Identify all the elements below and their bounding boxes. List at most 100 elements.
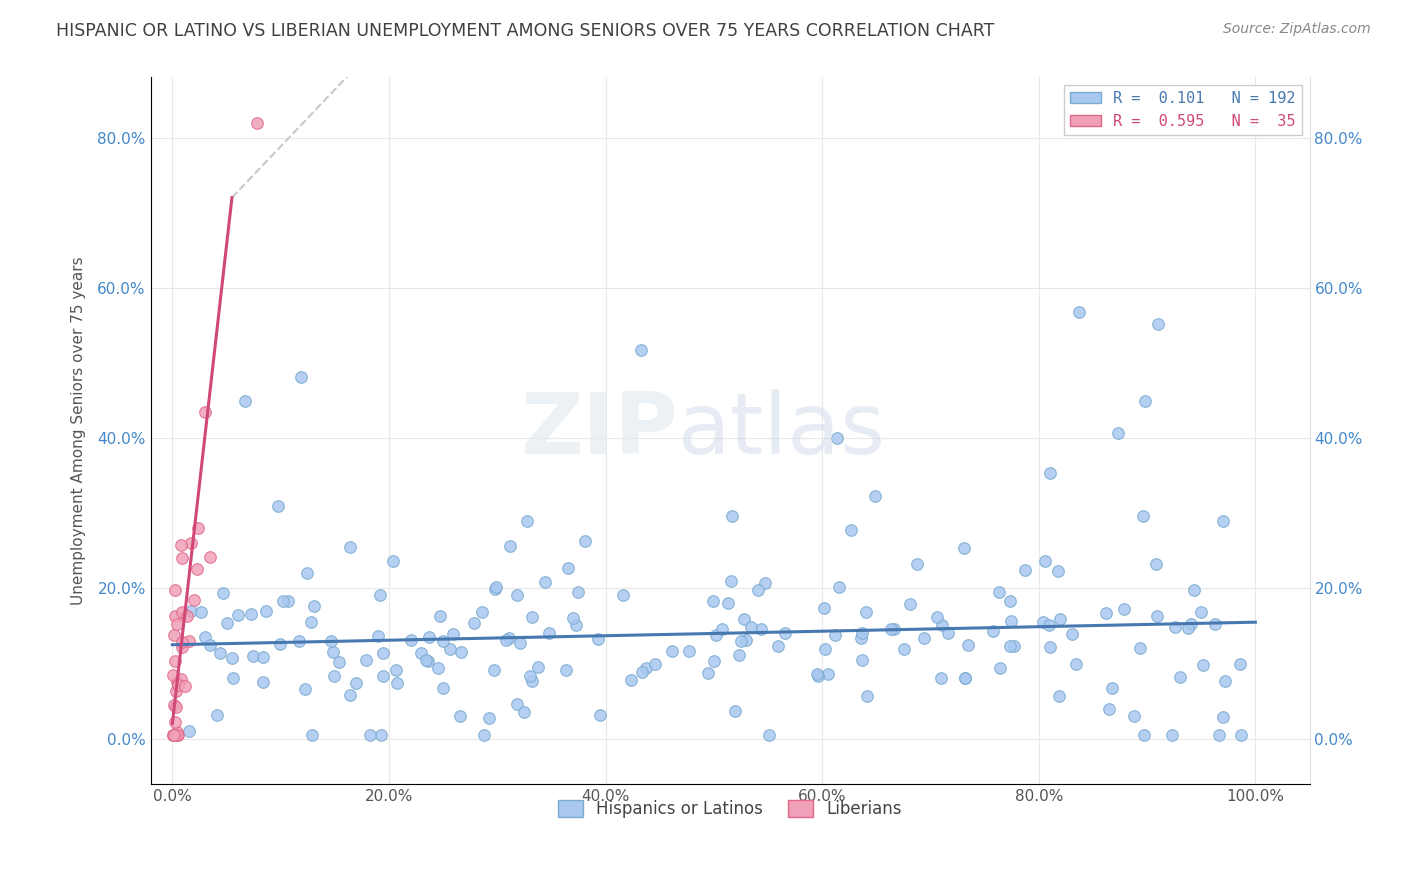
Point	[1144, 557, 1167, 571]
Point	[1039, 466, 1062, 480]
Point	[450, 645, 472, 659]
Point	[439, 642, 461, 657]
Point	[359, 728, 381, 742]
Point	[1038, 618, 1060, 632]
Point	[721, 508, 744, 523]
Point	[474, 728, 496, 742]
Point	[205, 708, 228, 723]
Point	[855, 605, 877, 619]
Point	[166, 725, 188, 739]
Point	[527, 659, 550, 673]
Point	[574, 533, 596, 548]
Point	[221, 651, 243, 665]
Point	[661, 643, 683, 657]
Point	[399, 633, 422, 648]
Point	[1212, 710, 1234, 724]
Point	[925, 610, 948, 624]
Point	[754, 576, 776, 591]
Point	[953, 671, 976, 685]
Point	[520, 610, 543, 624]
Point	[814, 641, 837, 656]
Point	[170, 550, 193, 565]
Point	[294, 682, 316, 697]
Point	[1112, 602, 1135, 616]
Point	[441, 627, 464, 641]
Point	[883, 622, 905, 636]
Point	[998, 639, 1021, 653]
Point	[344, 676, 367, 690]
Point	[1168, 670, 1191, 684]
Point	[1095, 607, 1118, 621]
Point	[988, 661, 1011, 675]
Point	[252, 650, 274, 665]
Point	[516, 514, 538, 528]
Point	[301, 728, 323, 742]
Point	[557, 561, 579, 575]
Point	[288, 633, 311, 648]
Point	[1208, 728, 1230, 742]
Point	[740, 620, 762, 634]
Point	[180, 604, 202, 618]
Point	[807, 668, 830, 682]
Point	[165, 715, 187, 730]
Point	[228, 608, 250, 623]
Point	[186, 562, 208, 576]
Point	[180, 536, 202, 550]
Point	[562, 611, 585, 625]
Point	[620, 673, 643, 687]
Point	[1047, 689, 1070, 703]
Point	[1160, 728, 1182, 742]
Point	[565, 618, 588, 632]
Point	[187, 521, 209, 535]
Point	[162, 728, 184, 742]
Point	[382, 554, 405, 568]
Point	[987, 585, 1010, 599]
Point	[509, 636, 531, 650]
Point	[339, 688, 361, 702]
Point	[1014, 563, 1036, 577]
Point	[1064, 657, 1087, 672]
Point	[277, 594, 299, 608]
Point	[851, 653, 873, 667]
Point	[1182, 583, 1205, 598]
Point	[825, 431, 848, 445]
Point	[172, 605, 194, 619]
Point	[697, 666, 720, 681]
Point	[1204, 616, 1226, 631]
Point	[1067, 305, 1090, 319]
Point	[1180, 617, 1202, 632]
Point	[929, 671, 952, 685]
Point	[297, 566, 319, 581]
Point	[246, 115, 269, 129]
Point	[723, 704, 745, 718]
Point	[849, 631, 872, 645]
Point	[169, 538, 191, 552]
Point	[636, 661, 658, 675]
Point	[851, 626, 873, 640]
Point	[183, 593, 205, 607]
Point	[1132, 508, 1154, 523]
Point	[678, 644, 700, 658]
Point	[751, 622, 773, 636]
Point	[630, 665, 652, 679]
Point	[222, 671, 245, 685]
Point	[254, 604, 277, 618]
Point	[1189, 605, 1212, 619]
Point	[165, 684, 187, 698]
Point	[339, 540, 361, 554]
Point	[1163, 620, 1185, 634]
Point	[1123, 709, 1146, 723]
Point	[267, 499, 290, 513]
Point	[758, 728, 780, 742]
Point	[411, 646, 433, 660]
Point	[463, 615, 485, 630]
Point	[498, 631, 520, 645]
Point	[373, 669, 395, 683]
Point	[905, 557, 928, 571]
Point	[200, 638, 222, 652]
Point	[165, 700, 187, 714]
Point	[711, 622, 734, 636]
Point	[931, 618, 953, 632]
Point	[1177, 621, 1199, 635]
Point	[328, 655, 350, 669]
